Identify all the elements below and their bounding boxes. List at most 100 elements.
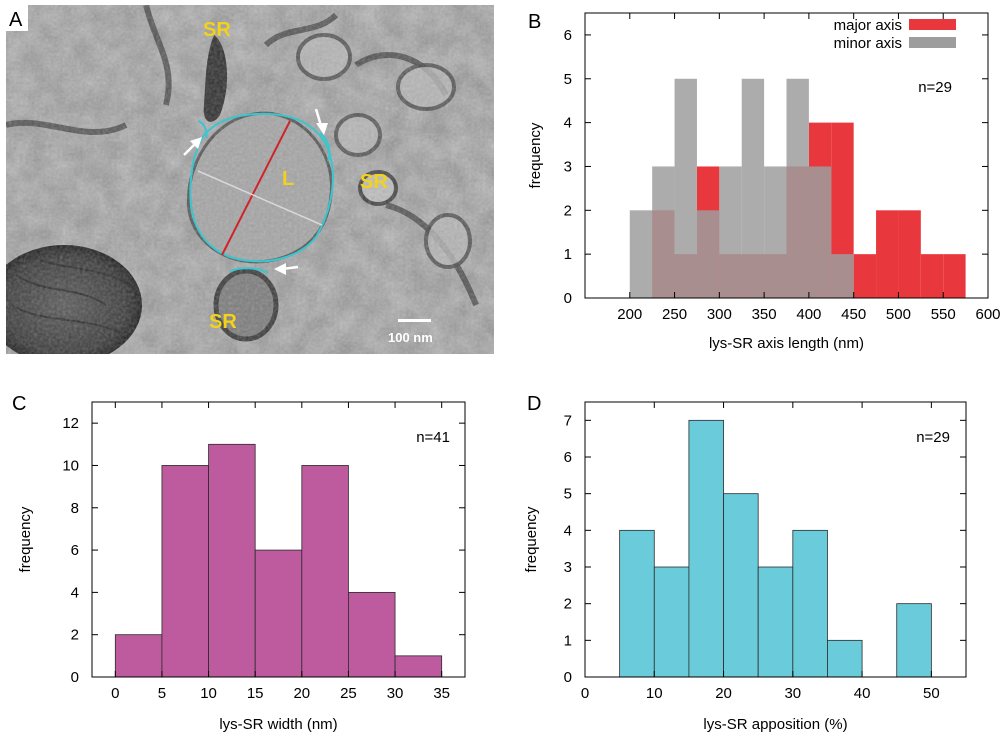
bar-c-0-5 [348, 591, 396, 678]
x-axis-label: lys-SR axis length (nm) [709, 335, 864, 352]
x-tick-label: 30 [387, 685, 404, 702]
y-tick-label: 2 [564, 202, 572, 219]
x-tick-label: 50 [923, 685, 940, 702]
bar-b-1-3 [696, 210, 720, 298]
bar-b-0-13 [943, 254, 966, 298]
x-tick-label: 450 [841, 306, 866, 323]
scale-bar [398, 319, 431, 322]
sample-size-annotation: n=29 [918, 79, 952, 96]
minor-axis-line [197, 170, 323, 226]
bar-d-0-2 [688, 419, 724, 678]
bar-b-1-8 [808, 166, 832, 298]
y-tick-label: 10 [62, 457, 79, 474]
y-axis-label: frequency [17, 506, 34, 572]
bar-b-1-7 [786, 78, 809, 299]
sr-contact-outline-left [197, 120, 208, 139]
bar-b-1-9 [831, 254, 854, 298]
bar-b-0-10 [876, 210, 899, 298]
bar-d-0-5 [792, 529, 828, 678]
bar-b-1-0 [629, 210, 653, 298]
y-tick-label: 3 [564, 559, 572, 576]
y-tick-label: 8 [71, 500, 79, 517]
y-tick-label: 2 [564, 596, 572, 613]
bar-c-0-2 [208, 443, 256, 678]
bar-b-0-9 [853, 254, 877, 298]
scale-bar-label: 100 nm [388, 330, 433, 345]
bar-c-0-4 [301, 465, 349, 678]
x-tick-label: 10 [200, 685, 217, 702]
x-tick-label: 5 [158, 685, 166, 702]
bar-d-0-0 [619, 529, 655, 678]
y-tick-label: 5 [564, 71, 572, 88]
panel-letter-b: B [528, 11, 541, 33]
bar-b-1-4 [719, 166, 742, 298]
sr-label-right: SR [360, 171, 388, 193]
sr-label-top: SR [203, 19, 231, 41]
sample-size-annotation: n=29 [916, 429, 950, 446]
plot-frame-d [584, 401, 967, 678]
bar-b-1-5 [741, 78, 765, 299]
sr-label-bottom: SR [209, 311, 237, 333]
x-tick-label: 0 [581, 685, 589, 702]
y-tick-label: 7 [564, 412, 572, 429]
plot-frame-c [91, 401, 466, 678]
y-tick-label: 6 [71, 542, 79, 559]
bar-b-1-6 [764, 166, 787, 298]
y-tick-label: 0 [564, 669, 572, 686]
chart-width: C 0 5 10 15 20 25 30 35 0 2 4 6 8 10 12 lys-SR width (nm… [12, 393, 466, 733]
panel-letter-c: C [12, 393, 26, 415]
x-tick-label: 30 [784, 685, 801, 702]
y-tick-label: 5 [564, 486, 572, 503]
legend-label-0: major axis [834, 17, 902, 34]
panel-letter-d: D [527, 393, 541, 415]
x-tick-label: 300 [707, 306, 732, 323]
x-tick-label: 10 [646, 685, 663, 702]
series-width [114, 443, 443, 678]
bar-b-0-12 [920, 254, 944, 298]
bar-d-0-4 [757, 566, 794, 678]
series-minor-axis [629, 78, 854, 299]
bar-d-0-3 [723, 493, 759, 678]
y-tick-label: 2 [71, 627, 79, 644]
plot-frame-b [584, 12, 989, 299]
sample-size-annotation: n=41 [416, 429, 450, 446]
chart-apposition: D 0 10 20 30 40 50 0 1 2 3 4 5 6 7 lys-SR apposition (%… [523, 393, 967, 733]
arrow-bottom [274, 263, 299, 275]
bar-c-0-0 [114, 634, 163, 678]
bar-b-1-1 [652, 166, 675, 298]
y-tick-label: 4 [564, 522, 572, 539]
bar-c-0-1 [161, 465, 209, 678]
y-tick-label: 4 [71, 584, 79, 601]
x-tick-label: 35 [433, 685, 450, 702]
x-axis-label: lys-SR apposition (%) [703, 716, 847, 733]
chart-axis-length: B 200 250 300 350 400 450 500 550 600 0 1 2 3 4 5 6 lys-S… [527, 11, 1000, 352]
y-tick-label: 0 [564, 290, 572, 307]
x-tick-label: 250 [662, 306, 687, 323]
arrow-left [183, 137, 202, 156]
x-tick-label: 15 [247, 685, 264, 702]
y-tick-label: 0 [71, 669, 79, 686]
y-tick-label: 6 [564, 27, 572, 44]
y-tick-label: 4 [564, 115, 572, 132]
bar-b-0-11 [898, 210, 921, 298]
bar-d-0-6 [827, 639, 863, 678]
legend-swatch-0 [909, 19, 956, 30]
x-tick-label: 500 [886, 306, 911, 323]
y-axis-label: frequency [523, 506, 540, 572]
bar-b-1-2 [674, 78, 697, 299]
x-tick-label: 200 [617, 306, 642, 323]
x-tick-label: 20 [293, 685, 310, 702]
x-tick-label: 25 [340, 685, 357, 702]
x-axis-label: lys-SR width (nm) [219, 716, 337, 733]
bar-d-0-1 [653, 566, 690, 678]
y-tick-label: 12 [62, 415, 79, 432]
em-micrograph: SR SR SR L 100 nm A [6, 5, 494, 354]
x-tick-label: 600 [975, 306, 1000, 323]
major-axis-line [221, 120, 291, 256]
x-tick-label: 0 [111, 685, 119, 702]
bar-d-0-7 [896, 603, 932, 678]
x-tick-label: 350 [752, 306, 777, 323]
x-tick-label: 40 [854, 685, 871, 702]
x-tick-label: 20 [715, 685, 732, 702]
legend-swatch-1 [909, 37, 956, 48]
